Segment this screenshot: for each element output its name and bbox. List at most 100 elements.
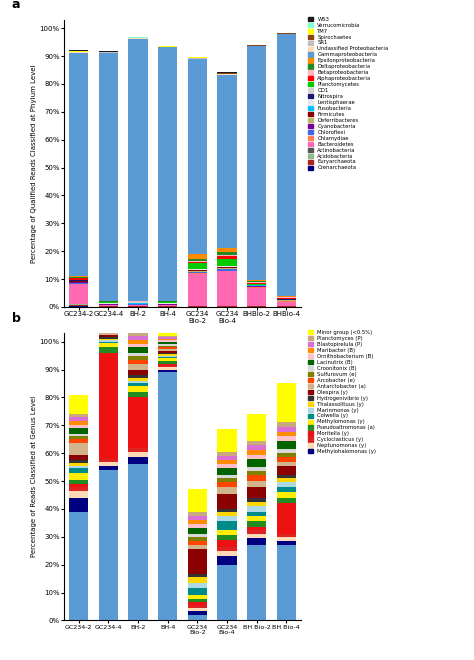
Bar (217, 482, 237, 486)
Bar (99, 353, 118, 459)
Bar (247, 481, 266, 486)
Bar (247, 506, 266, 512)
Bar (188, 262, 207, 263)
Bar (69, 434, 89, 436)
Bar (158, 364, 177, 366)
Bar (69, 455, 89, 460)
Bar (188, 537, 207, 541)
Bar (128, 347, 148, 353)
Bar (69, 498, 89, 512)
Bar (247, 498, 266, 502)
Bar (217, 475, 237, 478)
Bar (247, 441, 266, 445)
Bar (188, 534, 207, 537)
Bar (128, 360, 148, 364)
Bar (276, 34, 296, 296)
Bar (99, 53, 118, 301)
Bar (69, 414, 89, 417)
Bar (217, 509, 237, 512)
Bar (128, 341, 148, 345)
Bar (99, 337, 118, 339)
Bar (247, 527, 266, 530)
Bar (99, 347, 118, 353)
Bar (217, 267, 237, 268)
Bar (217, 75, 237, 248)
Bar (69, 284, 89, 304)
Bar (158, 345, 177, 346)
Bar (99, 319, 118, 323)
Bar (247, 530, 266, 534)
Bar (188, 541, 207, 545)
Bar (276, 475, 296, 478)
Bar (99, 326, 118, 329)
Bar (247, 281, 266, 282)
Bar (188, 59, 207, 255)
Bar (99, 329, 118, 335)
Bar (217, 494, 237, 509)
Bar (99, 342, 118, 343)
Bar (99, 459, 118, 461)
Bar (99, 325, 118, 326)
Bar (128, 457, 148, 464)
Bar (99, 461, 118, 466)
Bar (69, 417, 89, 421)
Bar (99, 318, 118, 319)
Bar (276, 498, 296, 504)
Bar (128, 345, 148, 347)
Bar (247, 414, 266, 441)
Bar (217, 550, 237, 556)
Bar (69, 428, 89, 434)
Bar (69, 439, 89, 444)
Bar (217, 486, 237, 494)
Bar (217, 478, 237, 482)
Bar (158, 357, 177, 358)
Bar (276, 541, 296, 545)
Bar (188, 274, 207, 306)
Bar (247, 450, 266, 455)
Bar (247, 521, 266, 527)
Bar (276, 504, 296, 534)
Text: b: b (12, 312, 21, 325)
Bar (128, 386, 148, 392)
Y-axis label: Percentage of Qualified Reads Classified at Phylum Level: Percentage of Qualified Reads Classified… (31, 64, 37, 263)
Bar (247, 538, 266, 545)
Bar (276, 436, 296, 441)
Bar (158, 318, 177, 336)
Bar (69, 460, 89, 463)
Bar (188, 490, 207, 512)
Bar (128, 392, 148, 397)
Bar (188, 595, 207, 599)
Bar (276, 441, 296, 449)
Bar (217, 255, 237, 256)
Bar (276, 449, 296, 453)
Bar (276, 466, 296, 475)
Legend: Minor group (<0.5%), Planctomyces (P), Blastopirelula (P), Maribacter (B), Ornit: Minor group (<0.5%), Planctomyces (P), B… (309, 330, 376, 454)
Bar (99, 343, 118, 347)
Bar (188, 605, 207, 608)
Bar (188, 574, 207, 578)
Bar (188, 529, 207, 534)
Bar (247, 46, 266, 280)
Bar (217, 556, 237, 565)
Bar (276, 426, 296, 432)
Bar (158, 356, 177, 357)
Bar (158, 372, 177, 620)
Bar (188, 259, 207, 261)
Bar (69, 480, 89, 484)
Bar (217, 521, 237, 530)
Bar (276, 302, 296, 306)
Bar (276, 478, 296, 482)
Bar (188, 599, 207, 603)
Bar (128, 356, 148, 360)
Bar (217, 516, 237, 521)
Bar (158, 358, 177, 361)
Bar (247, 455, 266, 459)
Bar (247, 445, 266, 450)
Bar (217, 252, 237, 255)
Bar (188, 610, 207, 615)
Bar (69, 304, 89, 305)
Bar (99, 466, 118, 470)
Bar (217, 259, 237, 266)
Bar (217, 74, 237, 75)
Bar (99, 335, 118, 337)
